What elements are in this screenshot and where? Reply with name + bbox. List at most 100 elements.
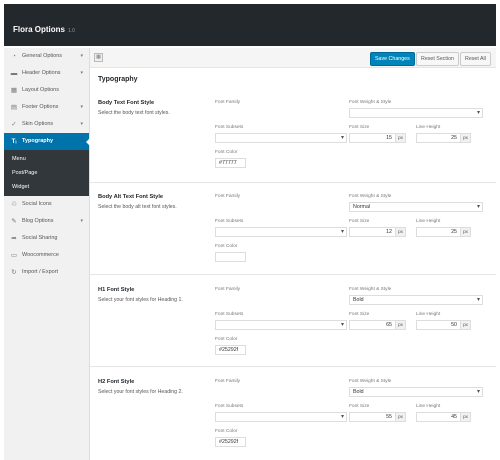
font-size-input[interactable]: 55	[349, 412, 396, 422]
font-weight-label: Font Weight & Style	[349, 100, 392, 105]
font-weight-label: Font Weight & Style	[349, 379, 392, 384]
section-title: Typography	[98, 76, 138, 83]
line-height-label: Line Height	[416, 312, 441, 317]
font-family-label: Font Family	[215, 379, 241, 384]
font-color-label: Font Color	[215, 150, 238, 155]
sidebar: ◔ General Options ▾ ▬ Header Options ▾ ▦ Layo…	[4, 48, 90, 460]
font-subsets-select[interactable]	[215, 412, 347, 422]
sidebar-item-footer-options[interactable]: ▤ Footer Options ▾	[4, 99, 89, 116]
sidebar-item-layout-options[interactable]: ▦ Layout Options	[4, 82, 89, 99]
font-weight-select[interactable]: Bold	[349, 295, 483, 305]
font-subsets-select[interactable]	[215, 133, 347, 143]
option-block-h1: H1 Font Style Select your font styles fo…	[90, 274, 496, 367]
font-size-input[interactable]: 15	[349, 133, 396, 143]
font-color-input[interactable]	[215, 252, 246, 262]
font-color-label: Font Color	[215, 337, 238, 342]
chevron-down-icon: ▾	[80, 218, 83, 224]
sidebar-item-label: Woocommerce	[22, 252, 59, 258]
font-color-input[interactable]: #25292f	[215, 345, 246, 355]
app-title: Flora Options 1.0	[13, 25, 75, 34]
reset-all-button[interactable]: Reset All	[460, 52, 491, 66]
sidebar-item-label: Blog Options	[22, 218, 54, 224]
sidebar-item-woocommerce[interactable]: ▭ Woocommerce	[4, 247, 89, 264]
share-icon: ➦	[11, 235, 17, 242]
sidebar-item-social-icons[interactable]: ♲ Social Icons	[4, 196, 89, 213]
chevron-down-icon: ▾	[80, 104, 83, 110]
font-family-label: Font Family	[215, 100, 241, 105]
font-weight-select[interactable]: Normal	[349, 202, 483, 212]
block-description: Select the body alt text font styles.	[98, 204, 177, 210]
option-block-body-text: Body Text Font Style Select the body tex…	[90, 90, 496, 183]
chevron-down-icon: ▾	[80, 70, 83, 76]
block-description: Select the body text font styles.	[98, 110, 170, 116]
font-subsets-select[interactable]	[215, 227, 347, 237]
px-unit: px	[460, 133, 471, 143]
options-header: Flora Options 1.0	[4, 4, 496, 46]
px-unit: px	[460, 320, 471, 330]
font-weight-label: Font Weight & Style	[349, 287, 392, 292]
refresh-icon: ↻	[11, 269, 17, 276]
font-weight-label: Font Weight & Style	[349, 194, 392, 199]
toolbar: ▦ Save Changes Reset Section Reset All	[90, 48, 496, 68]
option-block-body-alt-text: Body Alt Text Font Style Select the body…	[90, 182, 496, 275]
sidebar-item-label: Social Sharing	[22, 235, 58, 241]
font-size-input[interactable]: 65	[349, 320, 396, 330]
sidebar-item-label: Layout Options	[22, 87, 59, 93]
line-height-label: Line Height	[416, 125, 441, 130]
sidebar-item-general-options[interactable]: ◔ General Options ▾	[4, 48, 89, 65]
footer-icon: ▤	[10, 104, 18, 111]
sidebar-item-import-export[interactable]: ↻ Import / Export	[4, 264, 89, 281]
line-height-label: Line Height	[416, 219, 441, 224]
sidebar-item-label: Skin Options	[22, 121, 54, 127]
sidebar-item-typography[interactable]: Tᵢ Typography	[4, 133, 90, 150]
line-height-input[interactable]: 45	[416, 412, 461, 422]
reset-section-button[interactable]: Reset Section	[416, 52, 459, 66]
expand-icon[interactable]: ▦	[94, 53, 103, 62]
font-color-input[interactable]: #25292f	[215, 437, 246, 447]
px-unit: px	[395, 320, 406, 330]
block-title: Body Alt Text Font Style	[98, 194, 164, 200]
block-description: Select your font styles for Heading 1.	[98, 297, 183, 303]
font-family-label: Font Family	[215, 194, 241, 199]
header-icon: ▬	[10, 70, 18, 77]
font-color-label: Font Color	[215, 429, 238, 434]
font-color-input[interactable]: #77777	[215, 158, 246, 168]
submenu-item-widget[interactable]: Widget	[12, 184, 30, 190]
cart-icon: ▭	[10, 252, 18, 259]
line-height-input[interactable]: 25	[416, 133, 461, 143]
line-height-input[interactable]: 50	[416, 320, 461, 330]
line-height-input[interactable]: 25	[416, 227, 461, 237]
font-subsets-label: Font Subsets	[215, 312, 244, 317]
px-unit: px	[460, 412, 471, 422]
font-color-label: Font Color	[215, 244, 238, 249]
font-size-label: Font Size	[349, 312, 370, 317]
wrench-icon: ✓	[11, 121, 17, 128]
save-changes-button[interactable]: Save Changes	[370, 52, 415, 66]
px-unit: px	[395, 227, 406, 237]
font-weight-select[interactable]	[349, 108, 483, 118]
sidebar-item-header-options[interactable]: ▬ Header Options ▾	[4, 65, 89, 82]
px-unit: px	[460, 227, 471, 237]
font-size-input[interactable]: 12	[349, 227, 396, 237]
sidebar-item-label: Social Icons	[22, 201, 52, 207]
sidebar-item-blog-options[interactable]: ✎ Blog Options ▾	[4, 213, 89, 230]
font-subsets-label: Font Subsets	[215, 404, 244, 409]
font-size-label: Font Size	[349, 404, 370, 409]
sidebar-item-skin-options[interactable]: ✓ Skin Options ▾	[4, 116, 89, 133]
typography-submenu: Menu Post/Page Widget	[4, 150, 89, 196]
font-weight-select[interactable]: Bold	[349, 387, 483, 397]
social-icon: ♲	[11, 201, 17, 208]
version-label: 1.0	[68, 28, 75, 34]
chevron-down-icon: ▾	[80, 53, 83, 59]
font-subsets-select[interactable]	[215, 320, 347, 330]
sidebar-item-label: Footer Options	[22, 104, 59, 110]
font-family-label: Font Family	[215, 287, 241, 292]
sidebar-item-label: Header Options	[22, 70, 61, 76]
submenu-item-post-page[interactable]: Post/Page	[12, 170, 38, 176]
chevron-down-icon: ▾	[80, 121, 83, 127]
block-title: H1 Font Style	[98, 287, 135, 293]
options-content: Typography Body Text Font Style Select t…	[90, 68, 496, 460]
sidebar-item-social-sharing[interactable]: ➦ Social Sharing	[4, 230, 89, 247]
text-icon: Tᵢ	[11, 138, 17, 145]
submenu-item-menu[interactable]: Menu	[12, 156, 26, 162]
